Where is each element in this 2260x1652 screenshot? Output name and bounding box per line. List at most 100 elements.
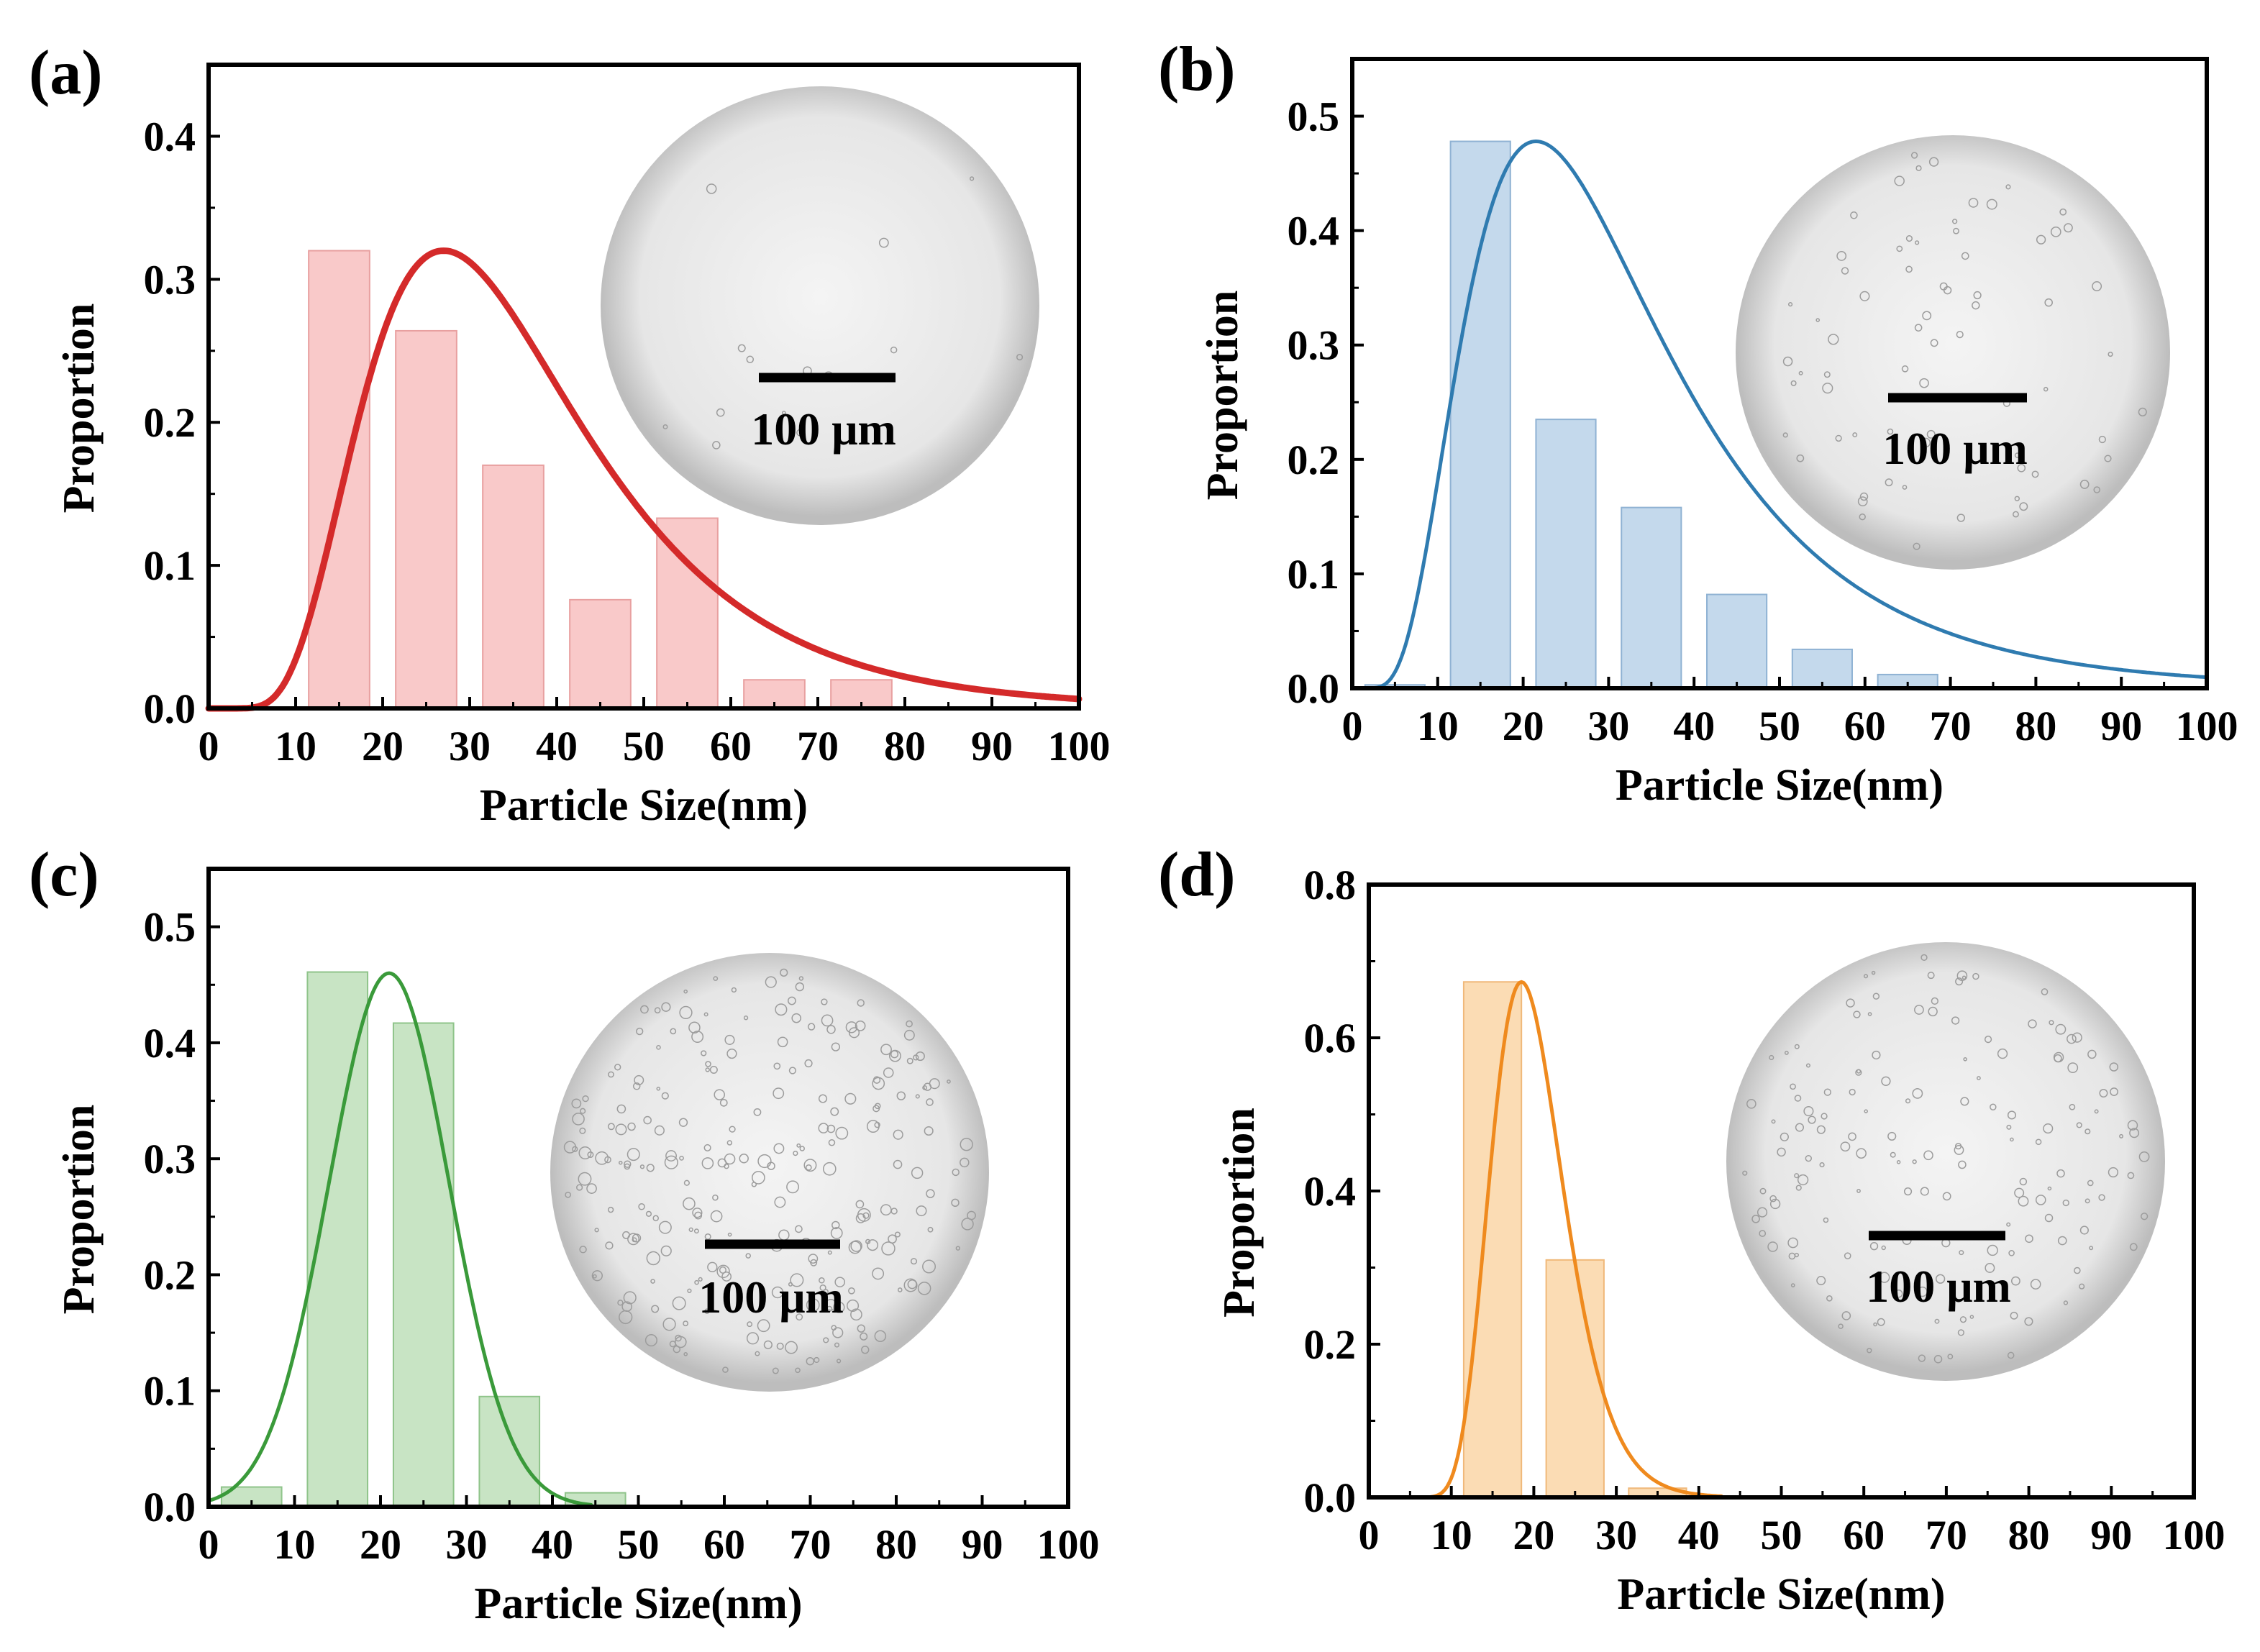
- droplet: [1879, 1272, 1890, 1283]
- droplet: [798, 976, 804, 981]
- droplet: [704, 1308, 710, 1314]
- droplet: [687, 1288, 692, 1293]
- histogram-bar: [1462, 981, 1523, 1498]
- x-tick-label: 70: [797, 723, 839, 770]
- x-tick-label: 70: [790, 1521, 831, 1568]
- droplet: [654, 1007, 661, 1014]
- droplet: [2129, 1243, 2138, 1251]
- droplet: [1790, 1283, 1795, 1288]
- droplet: [757, 1154, 772, 1169]
- droplet: [1859, 291, 1870, 301]
- droplet: [1846, 998, 1855, 1008]
- droplet: [1872, 992, 1880, 1000]
- x-tick-label: 0: [199, 1521, 219, 1568]
- panel-label: (a): [29, 38, 103, 108]
- droplet: [1796, 454, 1805, 462]
- droplet: [1922, 311, 1932, 321]
- droplet: [807, 1023, 816, 1031]
- droplet: [571, 1098, 582, 1109]
- droplet: [1973, 291, 1982, 300]
- histogram-bar: [569, 598, 632, 709]
- droplet: [2119, 1133, 2124, 1138]
- droplet: [790, 1273, 804, 1287]
- y-axis-label: Proportion: [1215, 1108, 1264, 1318]
- droplet: [960, 1157, 970, 1168]
- droplet: [850, 1308, 862, 1321]
- droplet: [903, 1029, 915, 1041]
- droplet: [903, 1278, 918, 1292]
- droplet: [712, 1194, 719, 1201]
- droplet: [947, 1080, 951, 1084]
- droplet: [2019, 502, 2028, 511]
- droplet: [2069, 1103, 2076, 1110]
- droplet: [572, 1113, 585, 1126]
- droplet: [2014, 1187, 2025, 1198]
- scale-bar-label: 100 μm: [698, 1272, 844, 1323]
- droplet: [1963, 1057, 1967, 1062]
- droplet: [1896, 1160, 1901, 1164]
- droplet: [1920, 954, 1928, 961]
- droplet: [795, 1225, 803, 1233]
- droplet: [638, 1203, 645, 1210]
- droplet: [1934, 1318, 1940, 1324]
- droplet: [2059, 208, 2067, 216]
- x-tick-label: 50: [1759, 703, 1800, 749]
- droplet: [726, 1140, 733, 1146]
- droplet: [617, 1300, 624, 1306]
- droplet: [579, 1246, 587, 1254]
- droplet: [1984, 1036, 1992, 1044]
- droplet: [683, 1179, 690, 1186]
- droplet: [572, 1146, 578, 1152]
- droplet: [757, 1319, 770, 1333]
- y-tick-label: 0.0: [144, 685, 196, 732]
- droplet: [709, 1065, 718, 1074]
- x-tick-label: 20: [360, 1521, 401, 1568]
- droplet: [2062, 1199, 2069, 1207]
- droplet: [1990, 1103, 1997, 1111]
- droplet: [836, 1359, 842, 1364]
- x-tick-label: 40: [1678, 1512, 1720, 1559]
- droplet: [1828, 334, 1839, 345]
- droplet: [1961, 252, 1969, 260]
- droplet: [650, 1279, 655, 1284]
- droplet: [775, 1003, 788, 1016]
- droplet: [2024, 1317, 2033, 1326]
- y-axis-label: Proportion: [55, 304, 104, 514]
- droplet: [857, 1208, 871, 1222]
- y-tick-label: 0.2: [1304, 1321, 1357, 1368]
- droplet: [1840, 1141, 1851, 1152]
- droplet: [952, 1168, 960, 1177]
- droplet: [683, 1352, 688, 1356]
- x-tick-label: 100: [2176, 703, 2238, 749]
- droplet: [1823, 371, 1831, 378]
- x-tick-label: 30: [1587, 703, 1629, 749]
- droplet: [922, 1259, 937, 1274]
- droplet: [2013, 511, 2019, 518]
- droplet: [646, 1251, 661, 1266]
- x-tick-label: 10: [1431, 1512, 1472, 1559]
- y-tick-label: 0.3: [144, 1136, 196, 1182]
- y-tick-label: 0.1: [144, 1368, 196, 1415]
- droplet: [1787, 302, 1793, 307]
- droplet: [911, 1167, 924, 1179]
- droplet: [1769, 1198, 1781, 1210]
- droplet: [614, 1064, 621, 1071]
- droplet: [2019, 1177, 2028, 1186]
- droplet: [1890, 1151, 1896, 1158]
- droplet: [683, 1197, 696, 1210]
- droplet: [2008, 1250, 2015, 1256]
- droplet: [1864, 1109, 1868, 1113]
- droplet: [2010, 1311, 2018, 1320]
- droplet: [926, 1098, 934, 1106]
- droplet: [1856, 1148, 1867, 1159]
- droplet: [683, 989, 688, 994]
- droplet: [1939, 282, 1948, 291]
- droplet: [651, 1305, 660, 1313]
- droplet: [874, 1121, 880, 1128]
- droplet: [823, 1337, 829, 1343]
- droplet: [1805, 1154, 1812, 1162]
- chart-panel-d: (d) 100 μm 0 10 20 30 40 50 60 70 80 90 100 0.0 0.2 0.4…: [1158, 840, 2225, 1619]
- x-tick-label: 10: [1417, 703, 1459, 749]
- droplet: [1859, 492, 1869, 501]
- droplet: [1759, 1230, 1767, 1237]
